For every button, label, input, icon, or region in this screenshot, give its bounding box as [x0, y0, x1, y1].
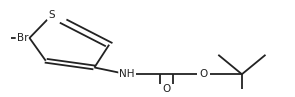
- Text: S: S: [48, 10, 55, 20]
- Text: NH: NH: [119, 69, 135, 79]
- Text: O: O: [199, 69, 208, 79]
- Text: O: O: [163, 84, 171, 94]
- Text: Br: Br: [17, 33, 28, 43]
